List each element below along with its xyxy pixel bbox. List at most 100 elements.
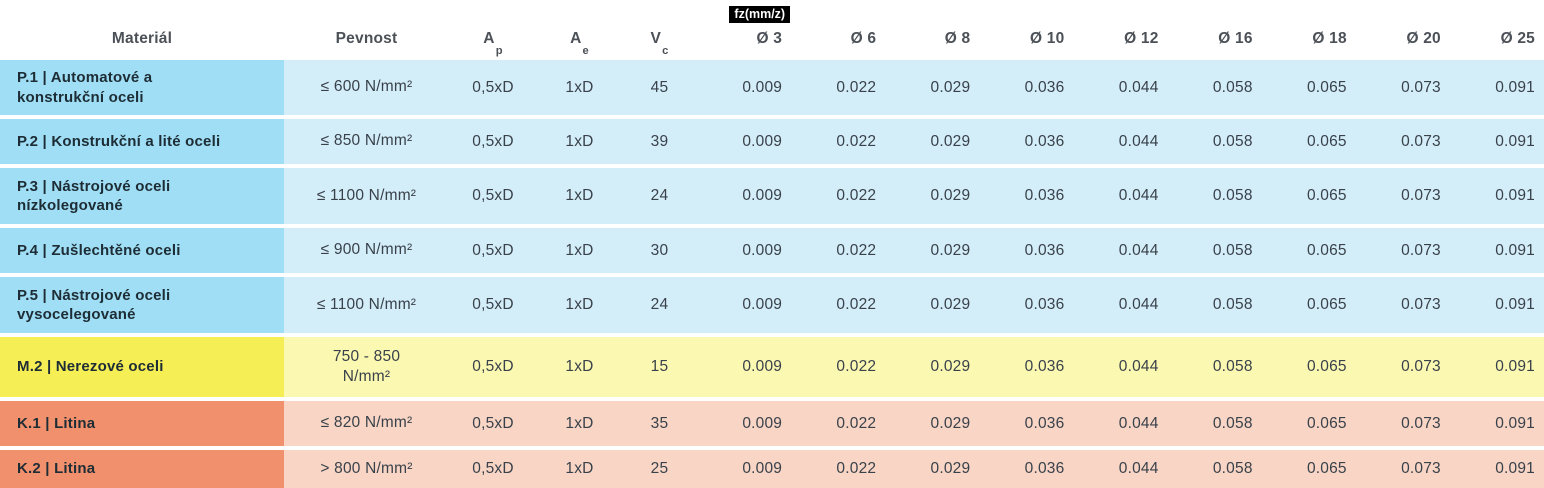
ae-value: 1xD — [565, 187, 594, 204]
fz-value: 0.058 — [1212, 460, 1253, 477]
fz-value: 0.022 — [836, 132, 877, 150]
fz-value: 0.058 — [1212, 241, 1253, 259]
column-header-d20: Ø 20 — [1406, 30, 1441, 47]
fz-value: 0.065 — [1306, 460, 1347, 477]
pevnost-value: ≤ 1100 N/mm² — [316, 186, 417, 204]
table-row: P.3 | Nástrojové oceli nízkolegované ≤ 1… — [0, 168, 1544, 224]
fz-value: 0.044 — [1118, 414, 1159, 432]
ae-value: 1xD — [565, 460, 594, 477]
fz-value: 0.036 — [1024, 78, 1065, 96]
fz-value: 0.091 — [1495, 460, 1535, 477]
fz-value: 0.029 — [930, 414, 971, 432]
vc-value: 24 — [650, 187, 669, 204]
fz-value: 0.022 — [836, 296, 877, 313]
fz-value: 0.029 — [930, 241, 971, 259]
fz-value: 0.073 — [1401, 187, 1441, 204]
ap-symbol: A — [483, 30, 495, 47]
table-row: K.1 | Litina ≤ 820 N/mm² 0,5xD 1xD 35 0.… — [0, 401, 1544, 446]
pevnost-value: ≤ 820 N/mm² — [320, 414, 413, 432]
material-label: K.1 | Litina — [0, 401, 284, 446]
fz-value: 0.058 — [1212, 358, 1253, 375]
fz-value: 0.022 — [836, 414, 877, 432]
fz-value: 0.009 — [742, 78, 783, 96]
ae-value: 1xD — [565, 296, 594, 313]
vc-symbol: V — [650, 30, 662, 47]
fz-value: 0.044 — [1118, 241, 1159, 259]
fz-value: 0.044 — [1118, 460, 1159, 477]
fz-value: 0.065 — [1306, 241, 1347, 259]
fz-value: 0.022 — [836, 78, 877, 96]
column-header-d12: Ø 12 — [1124, 30, 1159, 47]
d3-label: Ø 3 — [756, 30, 783, 47]
ap-value: 0,5xD — [472, 414, 514, 432]
pevnost-value: ≤ 850 N/mm² — [320, 132, 413, 150]
pevnost-value: ≤ 600 N/mm² — [320, 78, 413, 96]
fz-value: 0.091 — [1495, 132, 1535, 150]
fz-value: 0.044 — [1118, 358, 1159, 375]
fz-value: 0.029 — [930, 460, 971, 477]
ae-value: 1xD — [565, 414, 594, 432]
fz-value: 0.044 — [1118, 132, 1159, 150]
ae-value: 1xD — [565, 78, 594, 96]
column-header-d8: Ø 8 — [944, 30, 971, 47]
vc-value: 24 — [650, 296, 669, 313]
pevnost-value: ≤ 900 N/mm² — [320, 241, 413, 259]
ap-value: 0,5xD — [472, 296, 514, 313]
fz-value: 0.036 — [1024, 241, 1065, 259]
fz-value: 0.058 — [1212, 132, 1253, 150]
fz-value: 0.073 — [1401, 296, 1441, 313]
column-header-d16: Ø 16 — [1218, 30, 1253, 47]
fz-value: 0.022 — [836, 241, 877, 259]
fz-value: 0.036 — [1024, 414, 1065, 432]
fz-value: 0.029 — [930, 296, 971, 313]
ae-value: 1xD — [565, 241, 594, 259]
ap-value: 0,5xD — [472, 358, 514, 375]
fz-value: 0.036 — [1024, 187, 1065, 204]
ap-value: 0,5xD — [472, 78, 514, 96]
fz-value: 0.073 — [1401, 414, 1441, 432]
table-row: K.2 | Litina > 800 N/mm² 0,5xD 1xD 25 0.… — [0, 450, 1544, 488]
vc-value: 45 — [650, 78, 669, 96]
material-label: M.2 | Nerezové oceli — [0, 337, 284, 397]
fz-value: 0.065 — [1306, 132, 1347, 150]
ae-value: 1xD — [565, 358, 594, 375]
fz-value: 0.091 — [1495, 414, 1535, 432]
fz-value: 0.029 — [930, 132, 971, 150]
fz-value: 0.009 — [742, 296, 783, 313]
fz-value: 0.073 — [1401, 132, 1441, 150]
material-label: P.1 | Automatové a konstrukční oceli — [0, 60, 284, 115]
fz-value: 0.065 — [1306, 414, 1347, 432]
table-row: P.2 | Konstrukční a lité oceli ≤ 850 N/m… — [0, 119, 1544, 164]
column-header-pevnost: Pevnost — [335, 30, 398, 47]
ap-value: 0,5xD — [472, 460, 514, 477]
table-row: P.5 | Nástrojové oceli vysocelegované ≤ … — [0, 277, 1544, 333]
fz-value: 0.036 — [1024, 460, 1065, 477]
fz-value: 0.091 — [1495, 241, 1535, 259]
vc-value: 25 — [650, 460, 669, 477]
column-header-material: Materiál — [111, 30, 173, 47]
fz-value: 0.073 — [1401, 78, 1441, 96]
vc-value: 15 — [650, 358, 669, 375]
fz-value: 0.065 — [1306, 187, 1347, 204]
fz-value: 0.009 — [742, 187, 783, 204]
pevnost-value: ≤ 1100 N/mm² — [316, 295, 417, 313]
fz-value: 0.009 — [742, 414, 783, 432]
fz-value: 0.036 — [1024, 296, 1065, 313]
fz-value: 0.022 — [836, 187, 877, 204]
fz-value: 0.073 — [1401, 241, 1441, 259]
material-label: P.3 | Nástrojové oceli nízkolegované — [0, 168, 284, 224]
table-row: P.1 | Automatové a konstrukční oceli ≤ 6… — [0, 60, 1544, 115]
pevnost-value: > 800 N/mm² — [320, 459, 413, 477]
fz-value: 0.029 — [930, 358, 971, 375]
fz-value: 0.073 — [1401, 358, 1441, 375]
ae-symbol: A — [570, 30, 582, 47]
fz-value: 0.091 — [1495, 358, 1535, 375]
fz-value: 0.091 — [1495, 78, 1535, 96]
fz-value: 0.009 — [742, 132, 783, 150]
table-body: P.1 | Automatové a konstrukční oceli ≤ 6… — [0, 60, 1544, 488]
column-header-d25: Ø 25 — [1500, 30, 1535, 47]
